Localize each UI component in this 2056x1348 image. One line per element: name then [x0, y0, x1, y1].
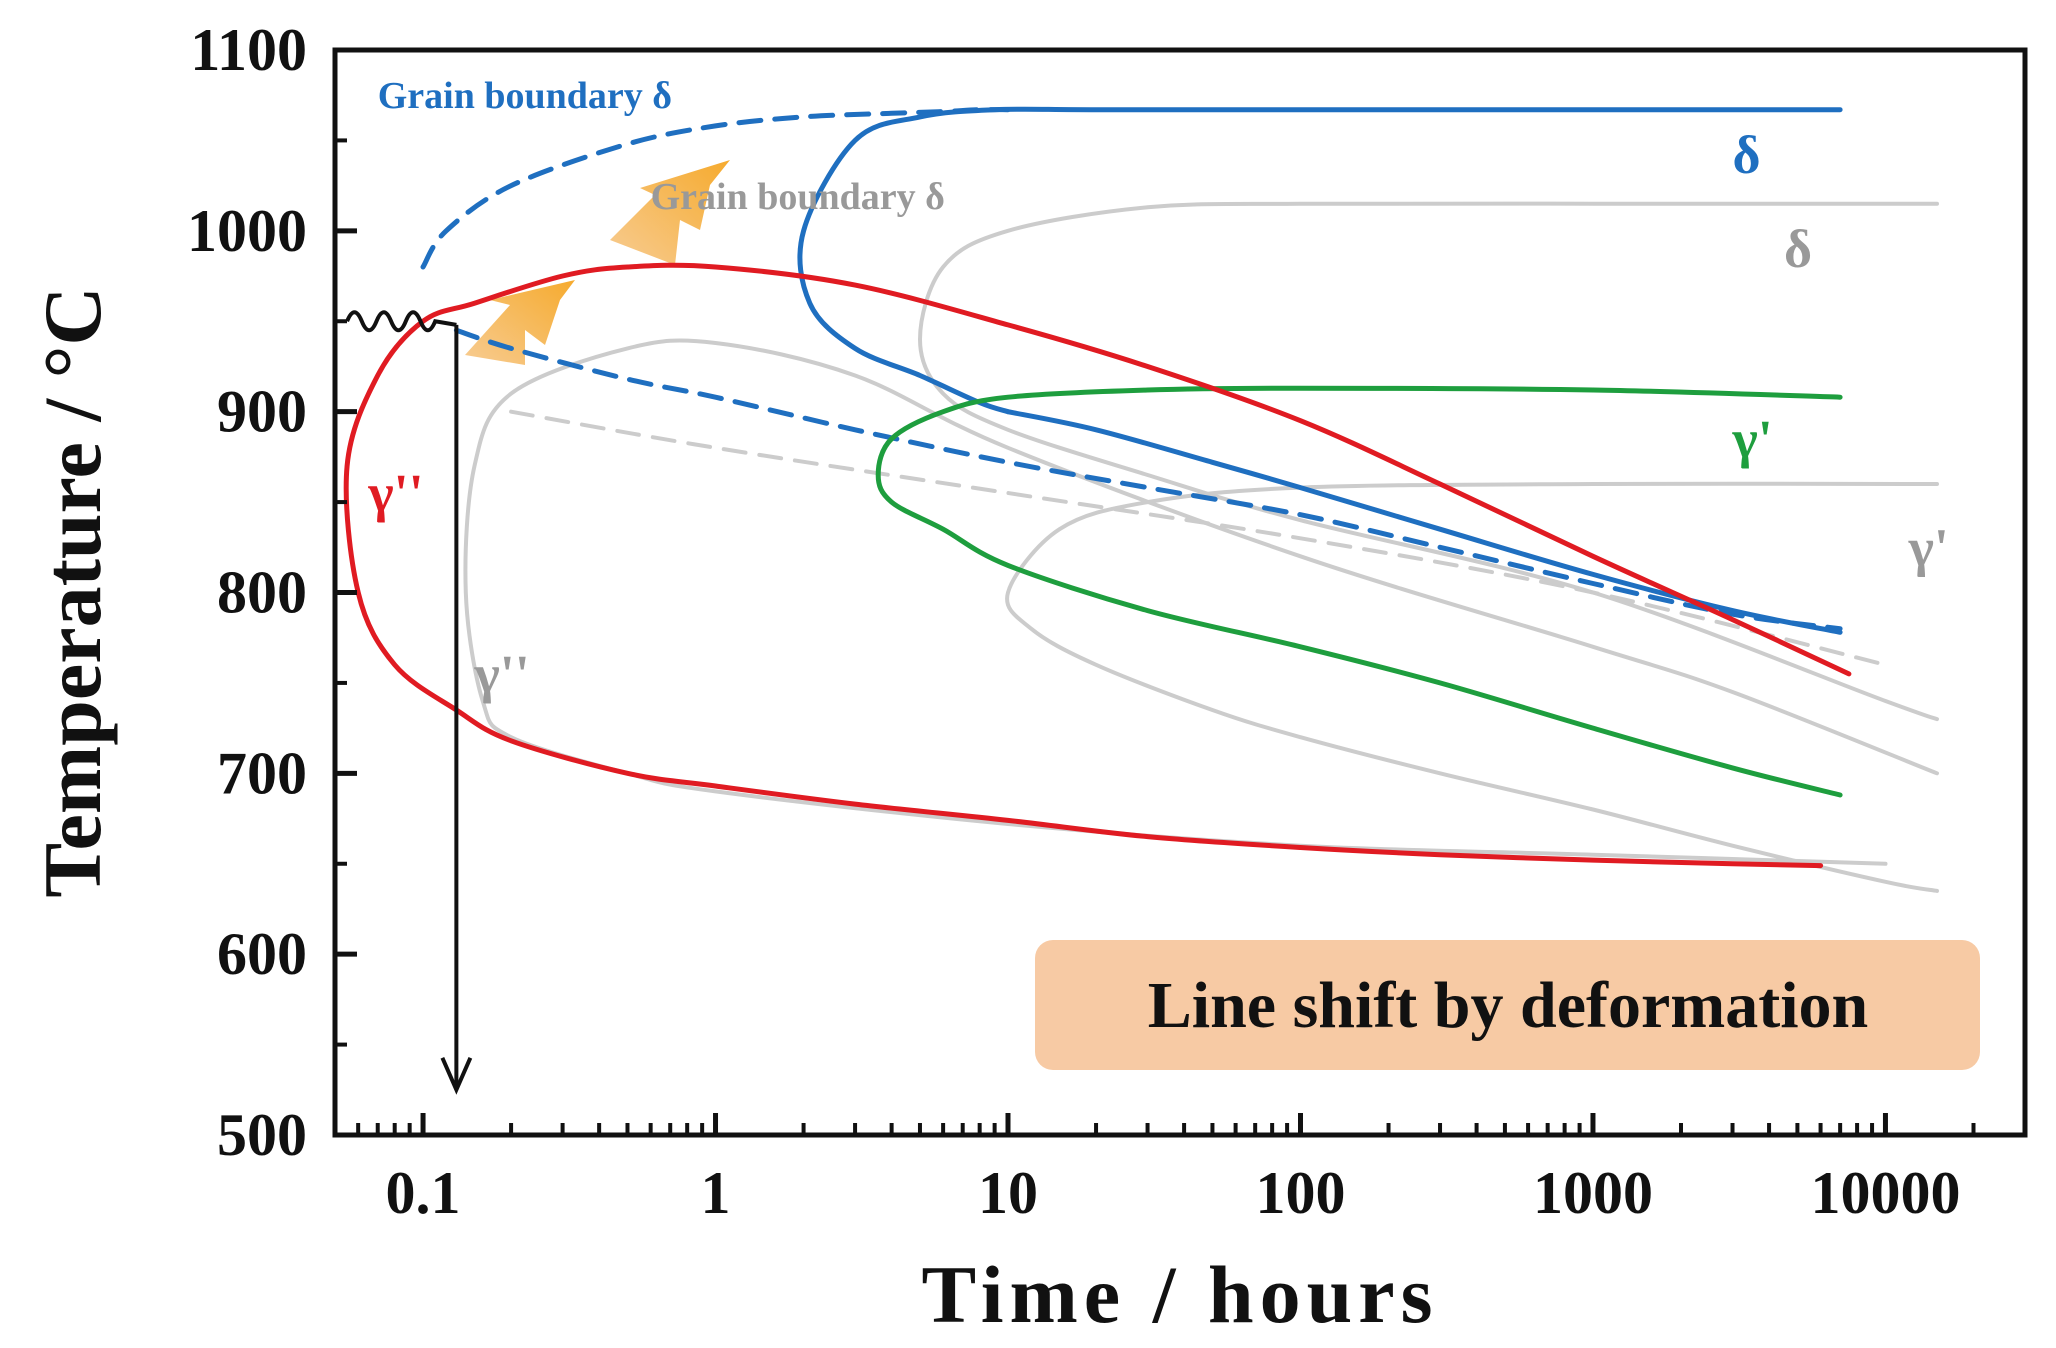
curve-label: δ [1733, 125, 1761, 185]
curve-label: Grain boundary δ [378, 75, 672, 117]
series-curves [343, 106, 1852, 869]
series-3-curve [875, 385, 1843, 798]
series-8-curve [509, 409, 1888, 667]
y-tick-label: 800 [217, 560, 307, 626]
series-7-curve [463, 338, 1939, 866]
y-tick-label: 600 [217, 921, 307, 987]
series-1-curve [453, 327, 1843, 632]
curve-label: γ' [1908, 517, 1949, 577]
shift-arrow-lower [465, 280, 575, 365]
curve-label: γ'' [474, 644, 530, 704]
x-tick-label: 1 [701, 1160, 731, 1226]
x-tick-label: 10000 [1810, 1160, 1960, 1226]
curve-label: γ' [1732, 409, 1773, 469]
curve-labels: Grain boundary δ δ Grain boundary δ δ γ' γ' γ'… [367, 75, 1949, 704]
reference-curves [463, 201, 1939, 893]
hot-deformation-oscillation [345, 310, 457, 333]
thermal-path [345, 310, 473, 1095]
x-axis-title: Time / hours [922, 1249, 1439, 1340]
x-tick-label: 10 [978, 1160, 1038, 1226]
axes: 500 600 700 800 900 1000 1100 0.1 1 10 100 1000 1000… [187, 17, 2027, 1226]
note-box [1035, 940, 1980, 1070]
series-2-curve-branch [1005, 409, 1843, 635]
y-tick-label: 700 [217, 740, 307, 806]
curve-label: γ'' [367, 463, 423, 523]
y-axis-title: Temperature / °C [27, 286, 118, 897]
y-tick-label: 500 [217, 1102, 307, 1168]
series-2-curve [797, 106, 1843, 415]
note-text: Line shift by deformation [1148, 969, 1869, 1042]
y-tick-label: 1100 [190, 17, 307, 83]
deformation-note: Line shift by deformation [1035, 940, 1980, 1070]
quench-arrow-head [440, 1056, 473, 1095]
series-4-curve [343, 262, 1852, 869]
y-tick-label: 1000 [187, 198, 307, 264]
x-tick-label: 0.1 [386, 1160, 461, 1226]
curve-label: δ [1784, 219, 1812, 279]
x-tick-label: 1000 [1533, 1160, 1653, 1226]
y-tick-label: 900 [217, 379, 307, 445]
shift-arrow-upper [610, 160, 730, 265]
series-6-curve [1005, 481, 1939, 893]
curve-label: Grain boundary δ [651, 176, 945, 218]
x-tick-label: 100 [1255, 1160, 1345, 1226]
